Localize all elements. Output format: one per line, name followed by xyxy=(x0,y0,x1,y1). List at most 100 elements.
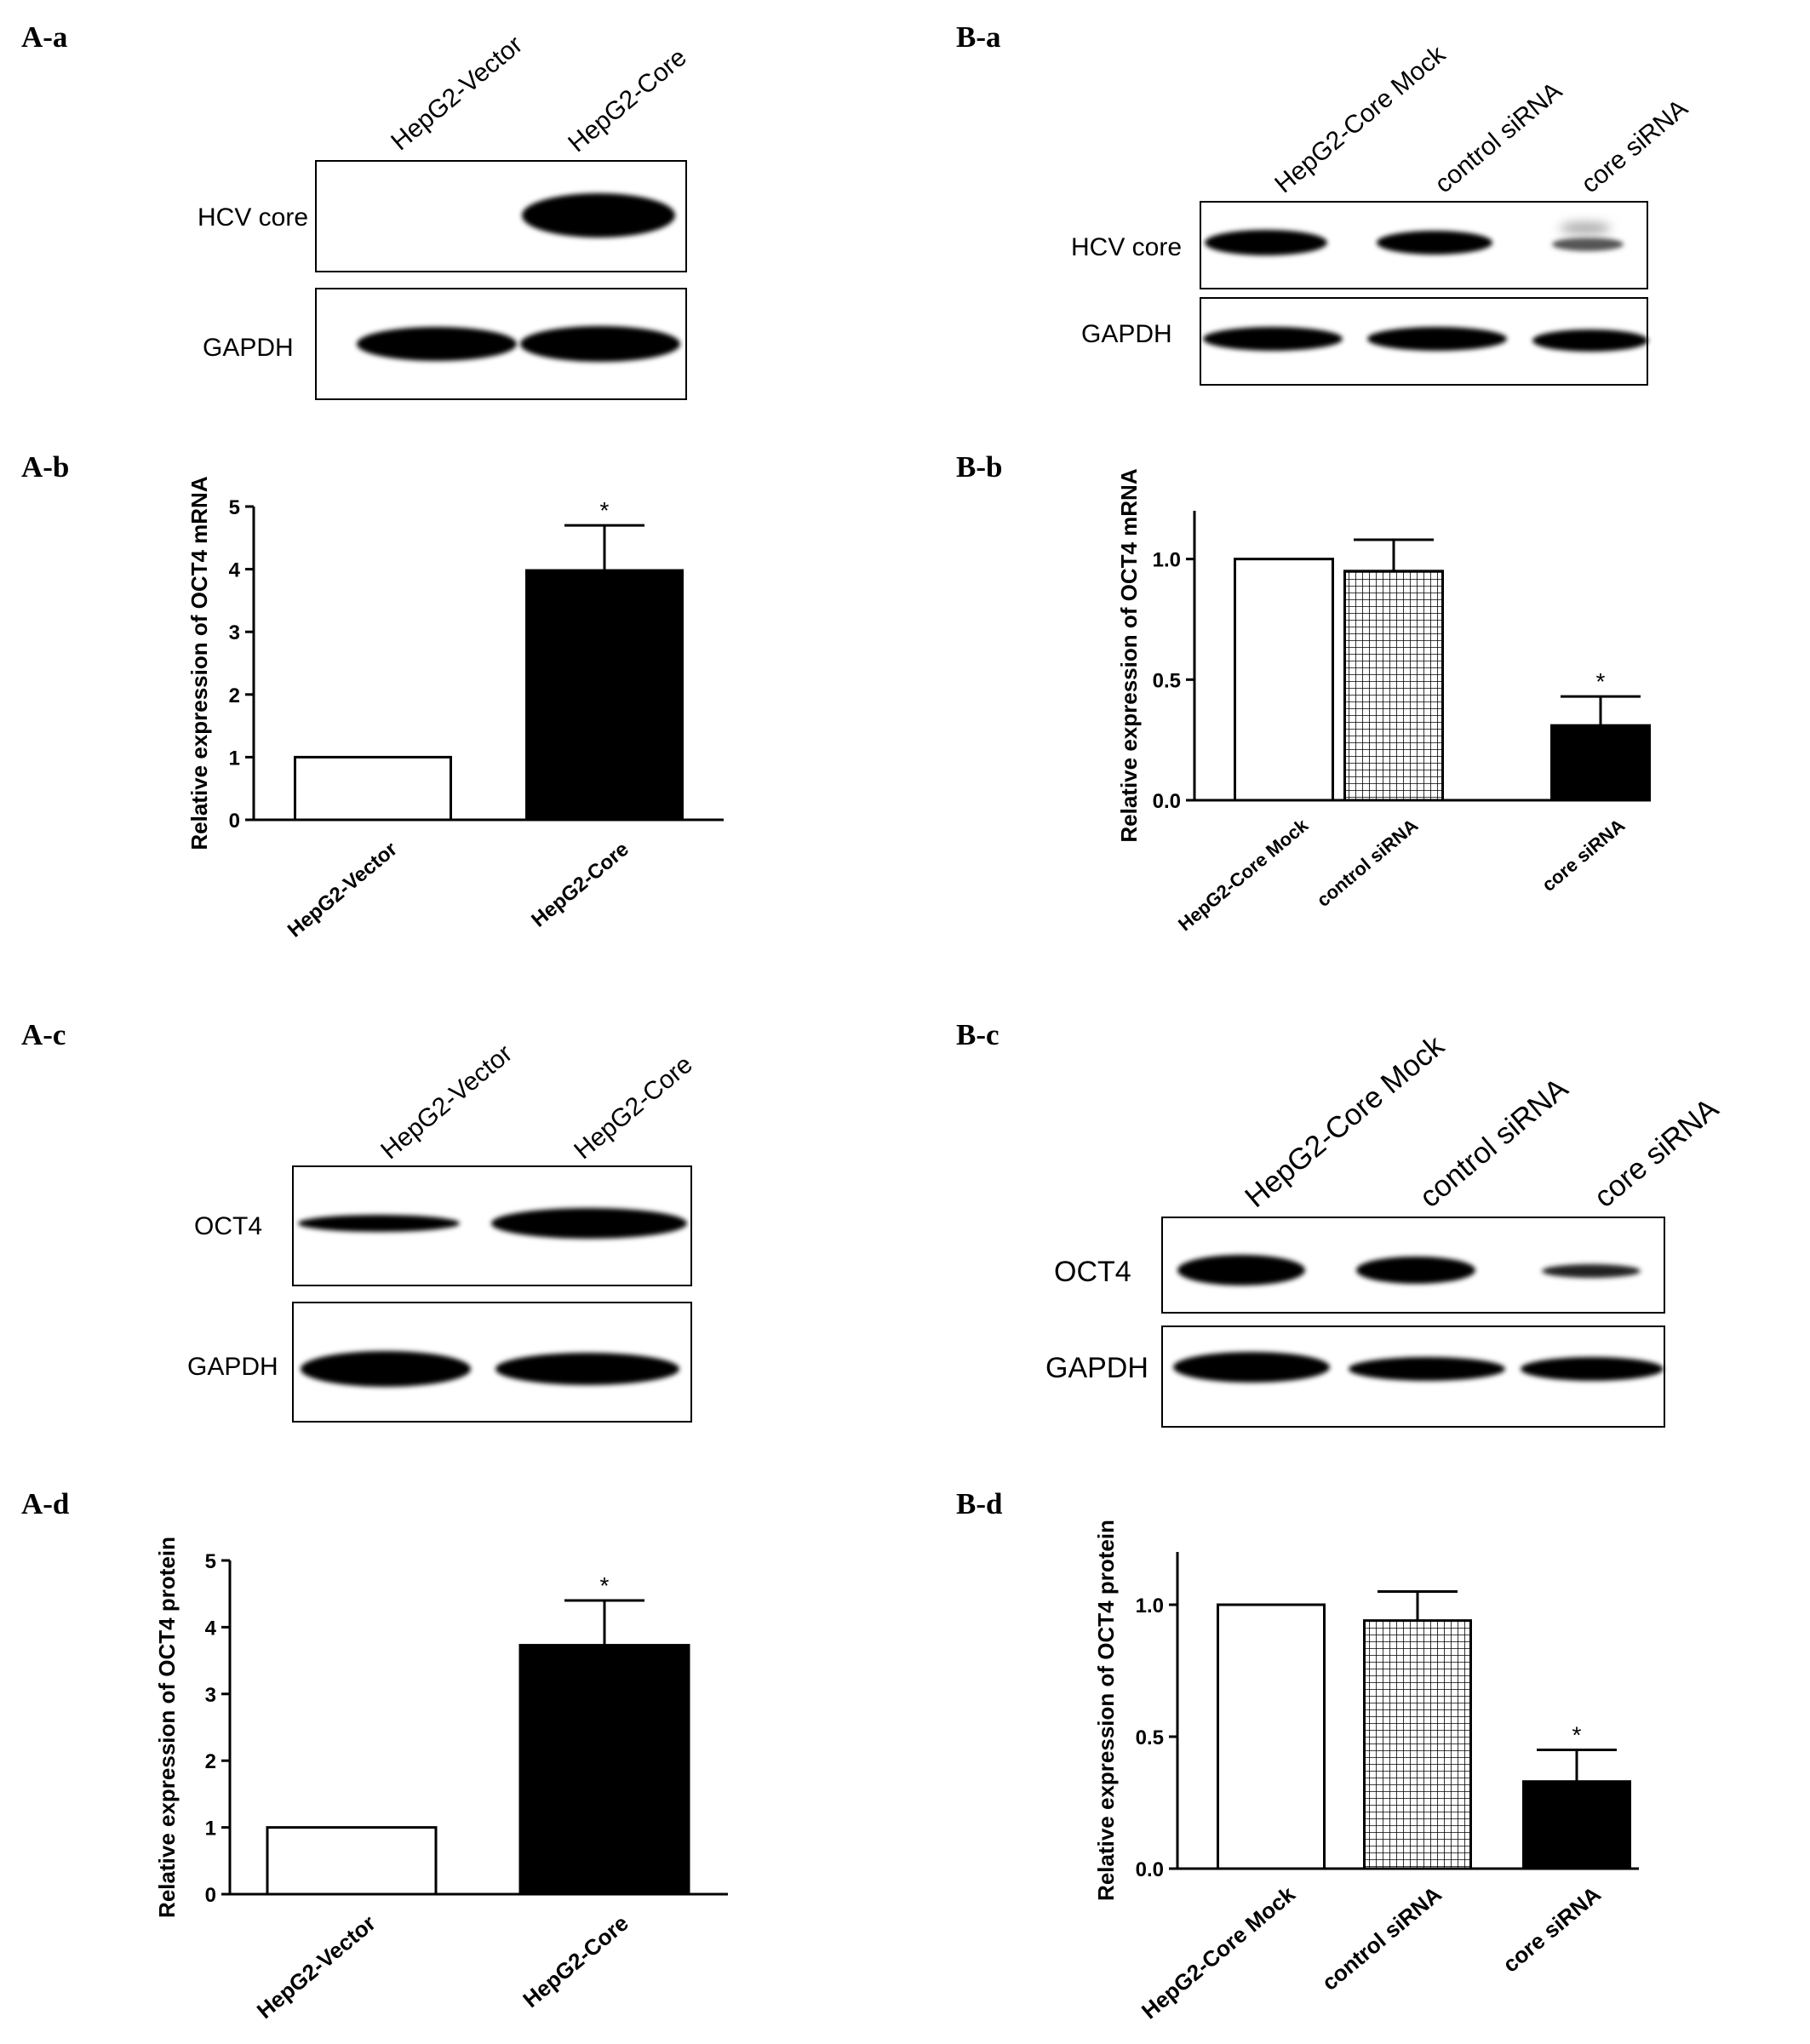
y-axis-label: Relative expression of OCT4 mRNA xyxy=(1116,468,1142,842)
y-tick-label: 0.0 xyxy=(1153,790,1181,813)
y-tick-label: 0 xyxy=(229,810,240,833)
lane-label: control siRNA xyxy=(1429,77,1567,198)
lane-label: HepG2-Core xyxy=(569,1051,697,1165)
band xyxy=(1377,231,1492,255)
category-label: HepG2-Core Mock xyxy=(1174,814,1313,935)
panel-B-c: B-c HepG2-Core Mock control siRNA core s… xyxy=(956,1018,1725,1428)
band xyxy=(1521,1357,1664,1381)
band xyxy=(301,1351,471,1387)
row-label: OCT4 xyxy=(194,1212,262,1240)
chart-A-b: A-b 0 1 2 3 4 5 Relative expression of OCT4 mRN… xyxy=(21,450,724,942)
band xyxy=(1205,230,1327,255)
lane-label: HepG2-Core xyxy=(563,43,691,158)
band xyxy=(1367,327,1507,351)
blot-box xyxy=(315,288,687,400)
chart-B-d: B-d 0.0 0.5 1.0 Relative expression of OCT4 … xyxy=(956,1487,1639,2024)
chart-A-d: A-d 0 1 2 3 4 5 Relative expression of OCT4 pro… xyxy=(21,1487,728,2024)
bar xyxy=(1234,558,1334,802)
panel-label: A-b xyxy=(21,450,69,484)
y-tick-label: 1 xyxy=(205,1818,216,1841)
category-label: core siRNA xyxy=(1538,815,1629,896)
lane-label: control siRNA xyxy=(1413,1071,1574,1214)
blot-box xyxy=(292,1165,692,1286)
y-tick-label: 1 xyxy=(229,747,240,770)
y-tick-label: 2 xyxy=(205,1750,216,1773)
y-axis-label: Relative expression of OCT4 protein xyxy=(154,1537,180,1918)
y-tick-label: 0.5 xyxy=(1136,1726,1164,1749)
band xyxy=(1203,327,1343,351)
band xyxy=(1560,222,1611,234)
panel-A-c: A-c HepG2-Vector HepG2-Core OCT4 GAPDH xyxy=(21,1018,698,1423)
y-tick-label: 4 xyxy=(205,1617,217,1640)
bar xyxy=(518,1644,690,1896)
bar xyxy=(525,569,684,822)
y-axis-label: Relative expression of OCT4 protein xyxy=(1093,1520,1119,1901)
band xyxy=(1532,329,1648,352)
panel-A-a: A-a HepG2-Vector HepG2-Core HCV core GAP… xyxy=(21,20,692,400)
panel-label: A-a xyxy=(21,20,67,54)
band xyxy=(1356,1257,1475,1284)
bar xyxy=(1522,1780,1631,1870)
bar xyxy=(1363,1619,1472,1870)
category-label: HepG2-Core Mock xyxy=(1137,1881,1300,2024)
bar xyxy=(1343,570,1444,802)
panel-label: A-d xyxy=(21,1487,70,1520)
bar xyxy=(1550,724,1651,802)
band xyxy=(520,326,680,362)
band xyxy=(298,1215,460,1232)
y-tick-label: 4 xyxy=(229,559,241,582)
band xyxy=(491,1208,687,1239)
category-label: HepG2-Core xyxy=(518,1910,633,2013)
lane-label: HepG2-Vector xyxy=(386,31,528,156)
row-label: GAPDH xyxy=(203,334,294,362)
band xyxy=(1552,238,1624,251)
row-label: GAPDH xyxy=(1081,320,1172,348)
y-tick-label: 1.0 xyxy=(1136,1595,1164,1617)
category-label: control siRNA xyxy=(1317,1881,1446,1995)
panel-B-a: B-a HepG2-Core Mock control siRNA core s… xyxy=(956,20,1693,386)
panel-label: B-a xyxy=(956,20,1001,54)
row-label: GAPDH xyxy=(1045,1352,1148,1384)
category-label: control siRNA xyxy=(1313,815,1423,912)
y-tick-label: 1.0 xyxy=(1153,549,1181,572)
y-tick-label: 0 xyxy=(205,1884,216,1907)
row-label: HCV core xyxy=(1071,233,1182,261)
category-label: HepG2-Vector xyxy=(252,1910,381,2024)
category-label: core siRNA xyxy=(1498,1881,1606,1977)
y-axis-label: Relative expression of OCT4 mRNA xyxy=(186,476,212,850)
row-label: HCV core xyxy=(198,203,308,232)
blot-box xyxy=(1161,1217,1665,1314)
band xyxy=(495,1353,679,1385)
blot-box xyxy=(292,1302,692,1423)
lane-label: HepG2-Core Mock xyxy=(1269,40,1452,199)
y-tick-label: 0.5 xyxy=(1153,669,1181,692)
panel-label: B-c xyxy=(956,1018,1000,1051)
bar xyxy=(1217,1603,1326,1870)
significance-marker: * xyxy=(1596,668,1606,695)
band xyxy=(522,193,675,238)
y-tick-label: 3 xyxy=(229,621,240,644)
lane-label: core siRNA xyxy=(1588,1091,1725,1214)
bar xyxy=(266,1826,438,1896)
panel-label: B-b xyxy=(956,450,1002,484)
y-tick-label: 3 xyxy=(205,1684,216,1707)
lane-label: core siRNA xyxy=(1576,94,1693,199)
y-tick-label: 5 xyxy=(229,496,240,519)
blot-box xyxy=(315,160,687,272)
row-label: OCT4 xyxy=(1054,1256,1131,1288)
band xyxy=(1173,1352,1330,1383)
category-label: HepG2-Vector xyxy=(284,838,402,942)
panel-label: B-d xyxy=(956,1487,1003,1520)
chart-B-b: B-b 0.0 0.5 1.0 Relative expression of OCT4 … xyxy=(956,450,1651,935)
blot-box xyxy=(1200,201,1648,289)
band xyxy=(1349,1357,1505,1381)
significance-marker: * xyxy=(600,497,610,524)
y-tick-label: 5 xyxy=(205,1550,216,1573)
y-tick-label: 2 xyxy=(229,684,240,707)
category-label: HepG2-Core xyxy=(527,838,633,932)
y-tick-label: 0.0 xyxy=(1136,1858,1164,1881)
significance-marker: * xyxy=(1572,1722,1582,1749)
panel-label: A-c xyxy=(21,1018,66,1051)
blot-box xyxy=(1161,1325,1665,1428)
